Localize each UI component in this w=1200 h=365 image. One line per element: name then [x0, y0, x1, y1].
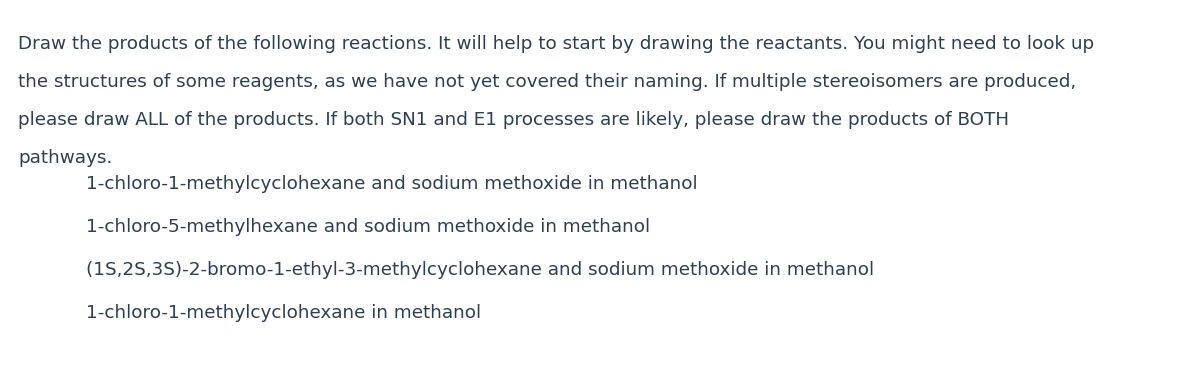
- Text: 1-chloro-1-methylcyclohexane and sodium methoxide in methanol: 1-chloro-1-methylcyclohexane and sodium …: [86, 175, 698, 193]
- Text: Draw the products of the following reactions. It will help to start by drawing t: Draw the products of the following react…: [18, 35, 1094, 53]
- Text: (1S,2S,3S)-2-bromo-1-ethyl-3-methylcyclohexane and sodium methoxide in methanol: (1S,2S,3S)-2-bromo-1-ethyl-3-methylcyclo…: [86, 261, 875, 279]
- Text: the structures of some reagents, as we have not yet covered their naming. If mul: the structures of some reagents, as we h…: [18, 73, 1076, 91]
- Text: pathways.: pathways.: [18, 149, 113, 167]
- Text: 1-chloro-1-methylcyclohexane in methanol: 1-chloro-1-methylcyclohexane in methanol: [86, 304, 481, 322]
- Text: please draw ALL of the products. If both SN1 and E1 processes are likely, please: please draw ALL of the products. If both…: [18, 111, 1009, 129]
- Text: 1-chloro-5-methylhexane and sodium methoxide in methanol: 1-chloro-5-methylhexane and sodium metho…: [86, 218, 650, 236]
